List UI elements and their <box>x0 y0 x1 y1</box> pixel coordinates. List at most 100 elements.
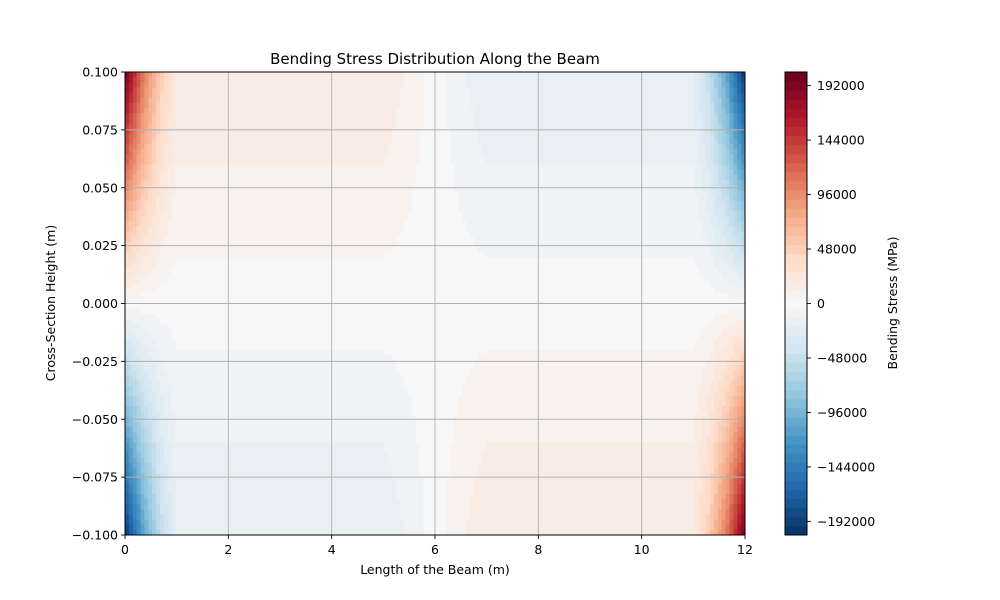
heatmap-cell <box>330 483 335 490</box>
heatmap-cell <box>322 303 328 310</box>
heatmap-cell <box>210 77 215 83</box>
heatmap-cell <box>221 128 227 135</box>
heatmap-cell <box>291 277 297 284</box>
heatmap-cell <box>132 144 138 150</box>
heatmap-cell <box>291 236 297 243</box>
heatmap-cell <box>291 406 297 413</box>
heatmap-cell <box>198 426 204 433</box>
heatmap-cell <box>256 138 262 145</box>
heatmap-cell <box>202 123 207 130</box>
heatmap-cell <box>280 138 285 145</box>
heatmap-cell <box>187 195 192 202</box>
heatmap-cell <box>330 365 335 371</box>
heatmap-cell <box>314 216 320 222</box>
heatmap-cell <box>190 432 196 438</box>
heatmap-cell <box>194 138 200 145</box>
heatmap-cell <box>318 77 324 83</box>
heatmap-cell <box>260 221 266 227</box>
heatmap-cell <box>330 488 335 495</box>
heatmap-cell <box>291 442 297 449</box>
heatmap-cell <box>318 174 324 181</box>
heatmap-cell <box>256 236 262 243</box>
heatmap-cell <box>163 149 169 155</box>
heatmap-cell <box>171 344 176 351</box>
heatmap-cell <box>276 293 281 299</box>
heatmap-cell <box>233 195 238 202</box>
heatmap-cell <box>314 308 320 315</box>
heatmap-cell <box>303 349 308 356</box>
heatmap-cell <box>136 498 142 505</box>
heatmap-cell <box>190 447 196 454</box>
heatmap-cell <box>268 216 273 222</box>
heatmap-cell <box>311 144 316 150</box>
heatmap-cell <box>241 118 246 125</box>
heatmap-cell <box>260 406 266 413</box>
heatmap-cell <box>314 82 320 89</box>
heatmap-cell <box>202 452 207 459</box>
heatmap-cell <box>245 128 250 135</box>
heatmap-cell <box>136 411 142 418</box>
heatmap-cell <box>187 133 192 140</box>
heatmap-cell <box>144 380 149 387</box>
heatmap-cell <box>291 370 297 377</box>
heatmap-cell <box>295 144 300 150</box>
heatmap-cell <box>175 82 180 89</box>
heatmap-cell <box>159 118 165 125</box>
heatmap-cell <box>148 493 153 500</box>
heatmap-cell <box>144 303 149 310</box>
heatmap-cell <box>291 221 297 227</box>
heatmap-cell <box>322 77 328 83</box>
heatmap-cell <box>152 252 157 258</box>
heatmap-cell <box>233 426 238 433</box>
heatmap-cell <box>187 437 192 443</box>
heatmap-cell <box>252 128 258 135</box>
heatmap-cell <box>179 509 184 516</box>
heatmap-cell <box>252 267 258 274</box>
heatmap-cell <box>268 236 273 243</box>
heatmap-cell <box>194 452 200 459</box>
heatmap-cell <box>144 375 149 382</box>
heatmap-cell <box>334 97 339 104</box>
heatmap-cell <box>210 282 215 289</box>
heatmap-cell <box>206 390 211 397</box>
heatmap-cell <box>156 483 161 490</box>
heatmap-cell <box>330 128 335 135</box>
heatmap-cell <box>152 339 157 346</box>
heatmap-cell <box>311 498 316 505</box>
heatmap-cell <box>303 92 308 99</box>
heatmap-cell <box>283 272 289 279</box>
heatmap-cell <box>206 159 211 166</box>
heatmap-cell <box>198 411 204 418</box>
heatmap-cell <box>307 108 312 114</box>
heatmap-cell <box>338 92 343 99</box>
heatmap-cell <box>183 313 188 320</box>
heatmap-cell <box>283 180 289 186</box>
heatmap-cell <box>198 432 204 438</box>
heatmap-cell <box>194 365 200 371</box>
heatmap-cell <box>198 174 204 181</box>
heatmap-cell <box>167 164 173 171</box>
heatmap-cell <box>272 216 277 222</box>
heatmap-cell <box>136 437 142 443</box>
heatmap-cell <box>221 236 227 243</box>
heatmap-cell <box>287 344 293 351</box>
heatmap-cell <box>221 365 227 371</box>
heatmap-cell <box>252 82 258 89</box>
heatmap-cell <box>163 375 169 382</box>
heatmap-cell <box>311 411 316 418</box>
heatmap-cell <box>233 390 238 397</box>
heatmap-cell <box>299 113 304 119</box>
heatmap-cell <box>249 277 254 284</box>
heatmap-cell <box>249 159 254 166</box>
heatmap-cell <box>156 72 161 78</box>
heatmap-cell <box>252 277 258 284</box>
heatmap-cell <box>276 380 281 387</box>
heatmap-cell <box>330 504 335 510</box>
heatmap-cell <box>202 442 207 449</box>
heatmap-cell <box>276 174 281 181</box>
heatmap-cell <box>291 113 297 119</box>
heatmap-cell <box>326 164 331 171</box>
heatmap-cell <box>283 174 289 181</box>
heatmap-cell <box>210 164 215 171</box>
heatmap-cell <box>163 411 169 418</box>
